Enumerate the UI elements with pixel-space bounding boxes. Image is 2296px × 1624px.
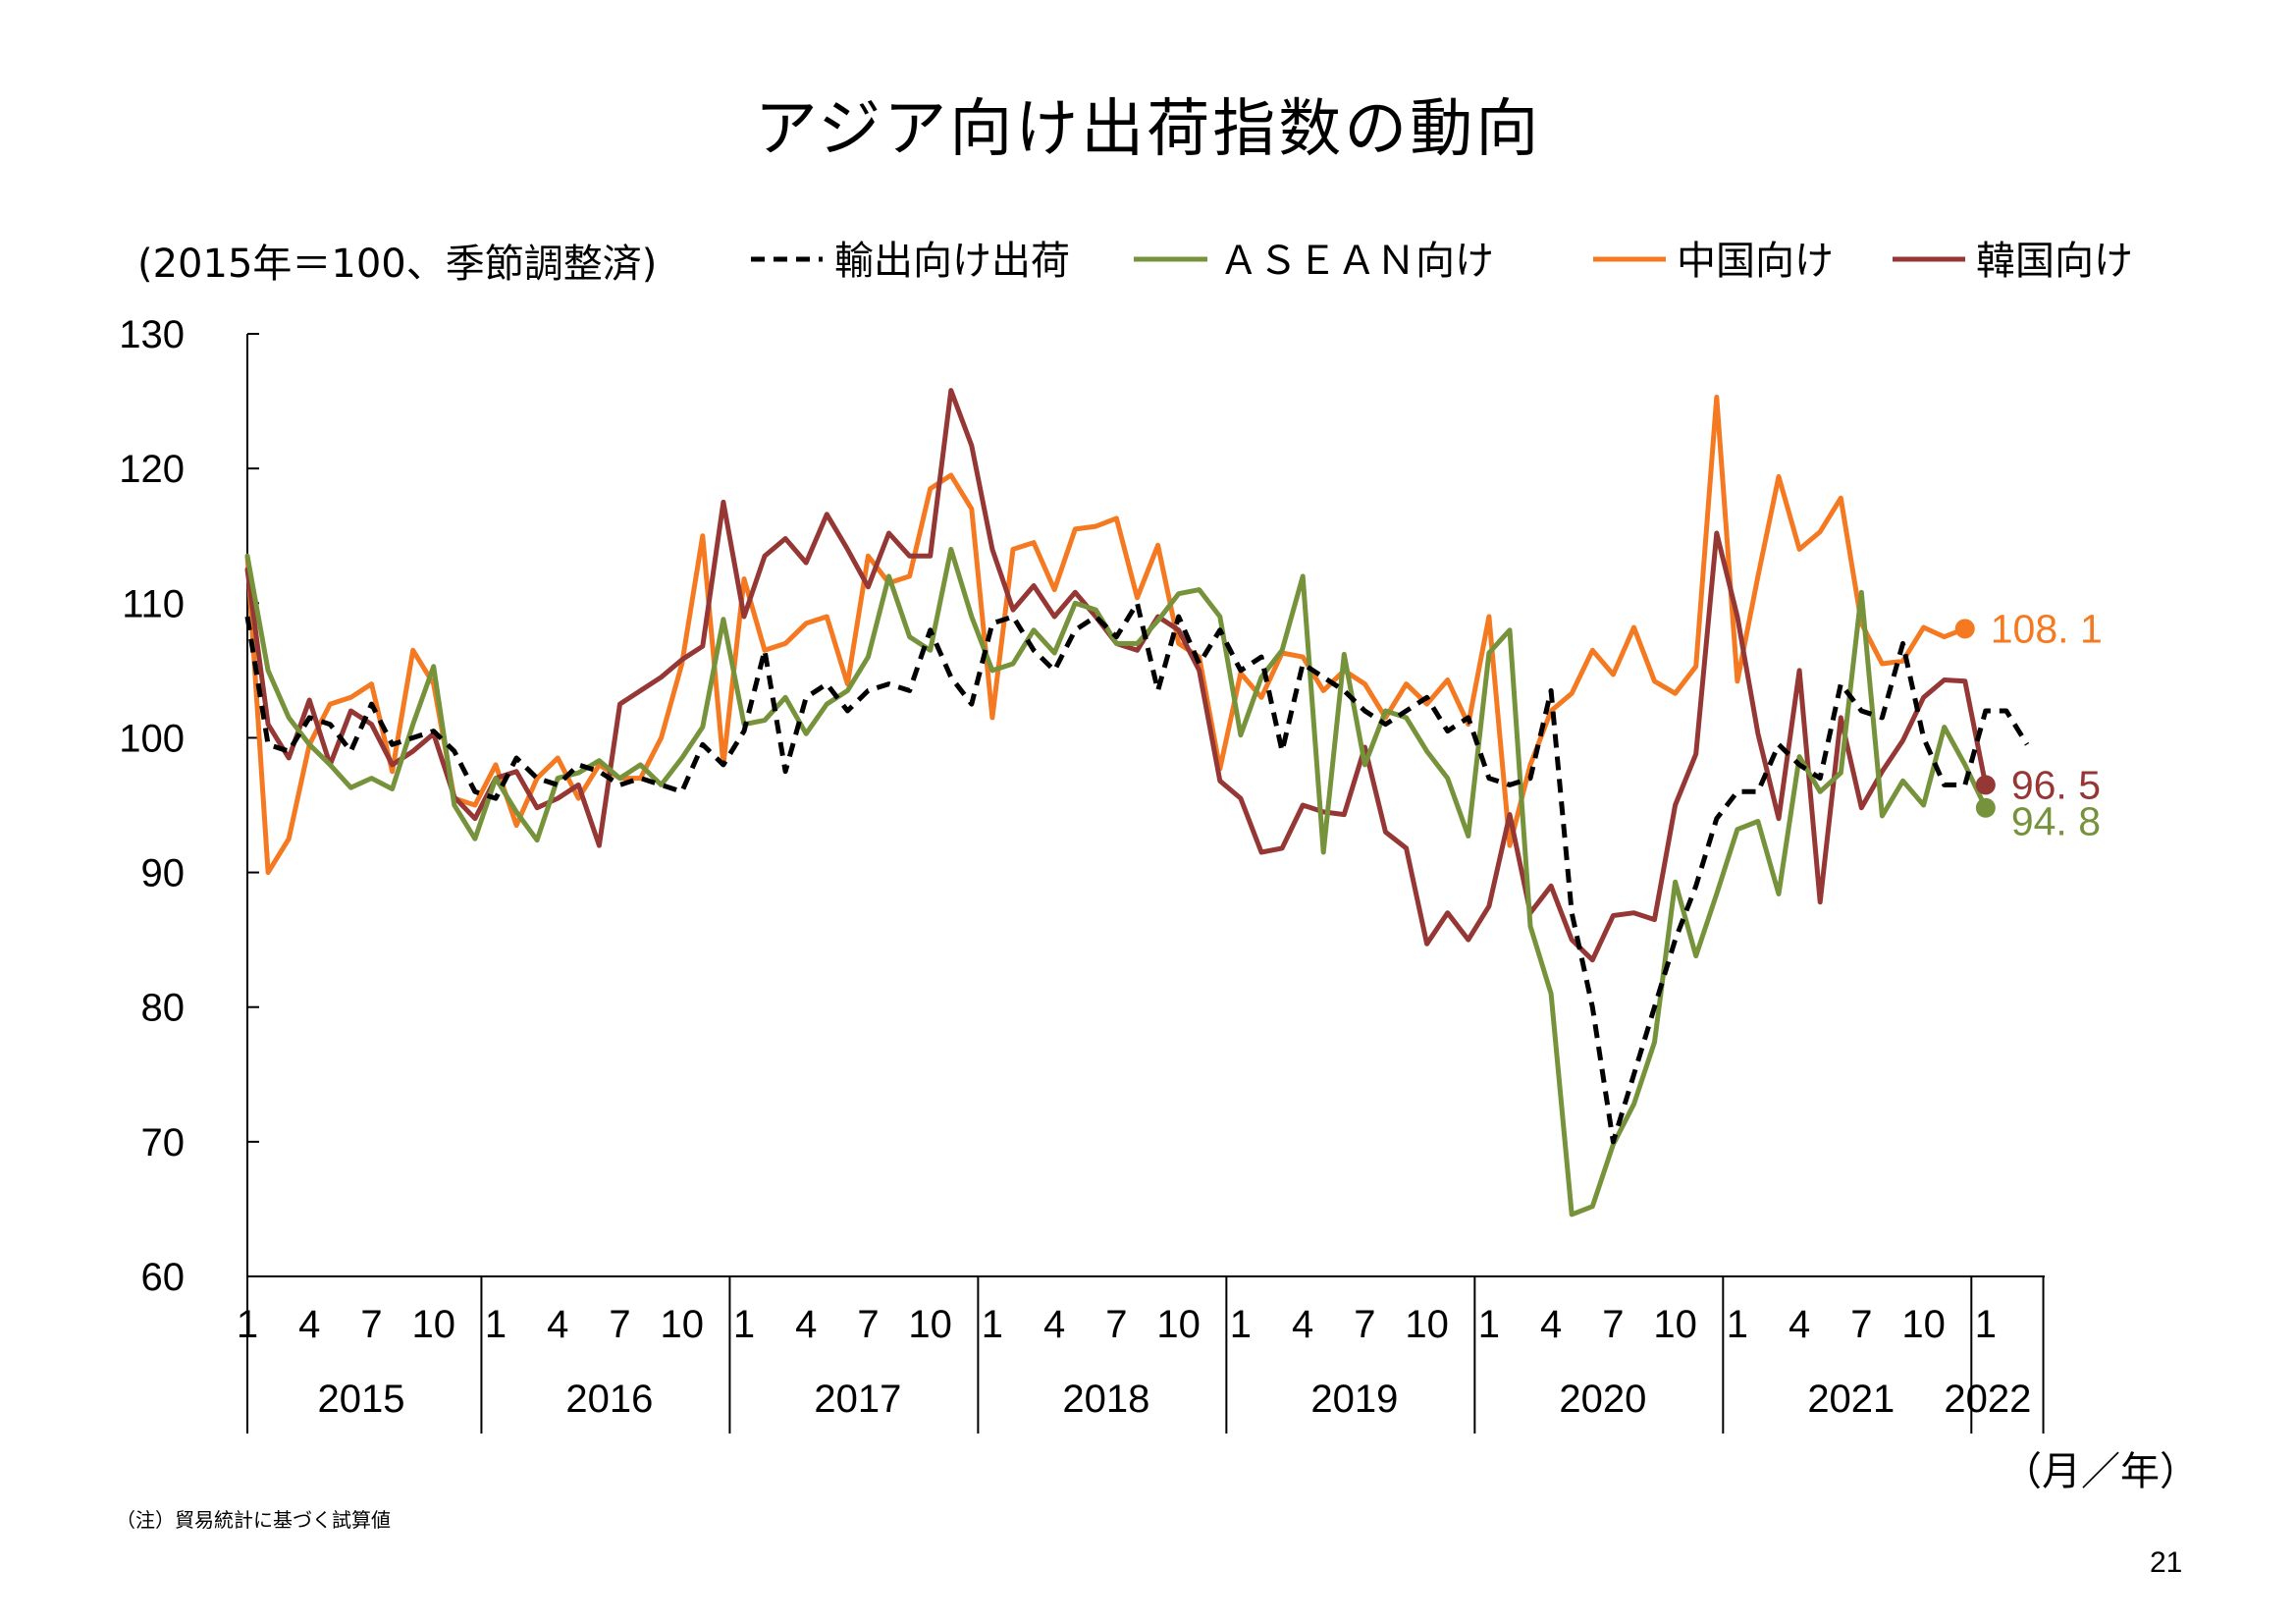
y-tick-label: 60 bbox=[141, 1256, 186, 1299]
x-month-label: 10 bbox=[660, 1303, 704, 1346]
x-month-label: 10 bbox=[1156, 1303, 1201, 1346]
legend-label-korea: 韓国向け bbox=[1976, 239, 2133, 284]
y-tick-label: 90 bbox=[141, 852, 186, 895]
footnote: （注）貿易統計に基づく試算値 bbox=[116, 1508, 391, 1532]
y-tick-label: 80 bbox=[141, 987, 186, 1030]
legend: 輸出向け出荷 ＡＳＥＡＮ向け 中国向け 韓国向け bbox=[751, 239, 2133, 284]
end-value-label: 96. 5 bbox=[2011, 762, 2101, 807]
unit-note: (2015年＝100、季節調整済) bbox=[137, 242, 657, 287]
x-month-label: 1 bbox=[982, 1303, 1003, 1346]
x-year-label: 2021 bbox=[1807, 1378, 1895, 1421]
x-month-label: 10 bbox=[411, 1303, 455, 1346]
x-month-label: 7 bbox=[360, 1303, 382, 1346]
x-month-label: 4 bbox=[547, 1303, 568, 1346]
series-line-asean bbox=[244, 546, 1989, 1218]
x-month-label: 1 bbox=[1478, 1303, 1500, 1346]
x-month-label: 7 bbox=[1354, 1303, 1375, 1346]
series-layer bbox=[244, 388, 2030, 1218]
x-year-label: 2022 bbox=[1944, 1378, 2031, 1421]
x-year-label: 2017 bbox=[814, 1378, 901, 1421]
x-year-label: 2016 bbox=[565, 1378, 653, 1421]
y-tick-label: 120 bbox=[119, 448, 185, 491]
x-month-label: 1 bbox=[1727, 1303, 1748, 1346]
legend-item-asean: ＡＳＥＡＮ向け bbox=[1134, 239, 1494, 284]
page-title: アジア向け出荷指数の動向 bbox=[754, 93, 1542, 166]
x-axis-unit-label: （月／年） bbox=[2002, 1449, 2199, 1494]
x-month-label: 7 bbox=[609, 1303, 630, 1346]
end-marker bbox=[1975, 797, 1996, 818]
y-tick-label: 100 bbox=[119, 717, 185, 760]
x-month-label: 7 bbox=[857, 1303, 879, 1346]
x-month-label: 10 bbox=[908, 1303, 952, 1346]
x-month-label: 7 bbox=[1850, 1303, 1872, 1346]
end-value-labels: 108. 1 96. 594. 8 bbox=[1954, 606, 2103, 844]
end-value-label: 94. 8 bbox=[2011, 799, 2101, 844]
x-year-label: 2019 bbox=[1310, 1378, 1398, 1421]
x-month-label: 10 bbox=[1653, 1303, 1697, 1346]
x-month-label: 1 bbox=[485, 1303, 507, 1346]
page-number: 21 bbox=[2150, 1546, 2183, 1579]
x-month-label: 7 bbox=[1105, 1303, 1127, 1346]
x-month-label: 4 bbox=[1789, 1303, 1810, 1346]
series-line-china bbox=[244, 395, 1968, 876]
end-marker bbox=[1954, 619, 1975, 639]
x-month-label: 1 bbox=[1230, 1303, 1252, 1346]
x-month-label: 7 bbox=[1602, 1303, 1624, 1346]
y-tick-label: 70 bbox=[141, 1121, 186, 1164]
x-year-label: 2020 bbox=[1559, 1378, 1646, 1421]
x-month-label: 4 bbox=[1043, 1303, 1065, 1346]
x-month-label: 4 bbox=[298, 1303, 320, 1346]
x-month-label: 1 bbox=[1975, 1303, 1997, 1346]
legend-label-asean: ＡＳＥＡＮ向け bbox=[1219, 239, 1494, 284]
legend-label-export: 輸出向け出荷 bbox=[834, 239, 1070, 284]
x-month-label: 1 bbox=[733, 1303, 755, 1346]
x-year-label: 2018 bbox=[1062, 1378, 1149, 1421]
x-year-label: 2015 bbox=[317, 1378, 404, 1421]
end-value-label: 108. 1 bbox=[1991, 606, 2103, 651]
x-month-label: 4 bbox=[795, 1303, 817, 1346]
legend-item-china: 中国向け bbox=[1593, 239, 1834, 284]
legend-item-korea: 韓国向け bbox=[1893, 239, 2133, 284]
y-tick-label: 110 bbox=[122, 582, 185, 625]
y-tick-label: 130 bbox=[119, 313, 185, 356]
end-marker bbox=[1975, 775, 1996, 795]
legend-label-china: 中国向け bbox=[1677, 239, 1834, 284]
legend-item-export: 輸出向け出荷 bbox=[751, 239, 1070, 284]
x-month-label: 10 bbox=[1405, 1303, 1449, 1346]
x-month-label: 4 bbox=[1292, 1303, 1313, 1346]
series-line-export bbox=[244, 600, 2030, 1145]
x-month-label: 4 bbox=[1540, 1303, 1562, 1346]
x-month-label: 10 bbox=[1901, 1303, 1946, 1346]
